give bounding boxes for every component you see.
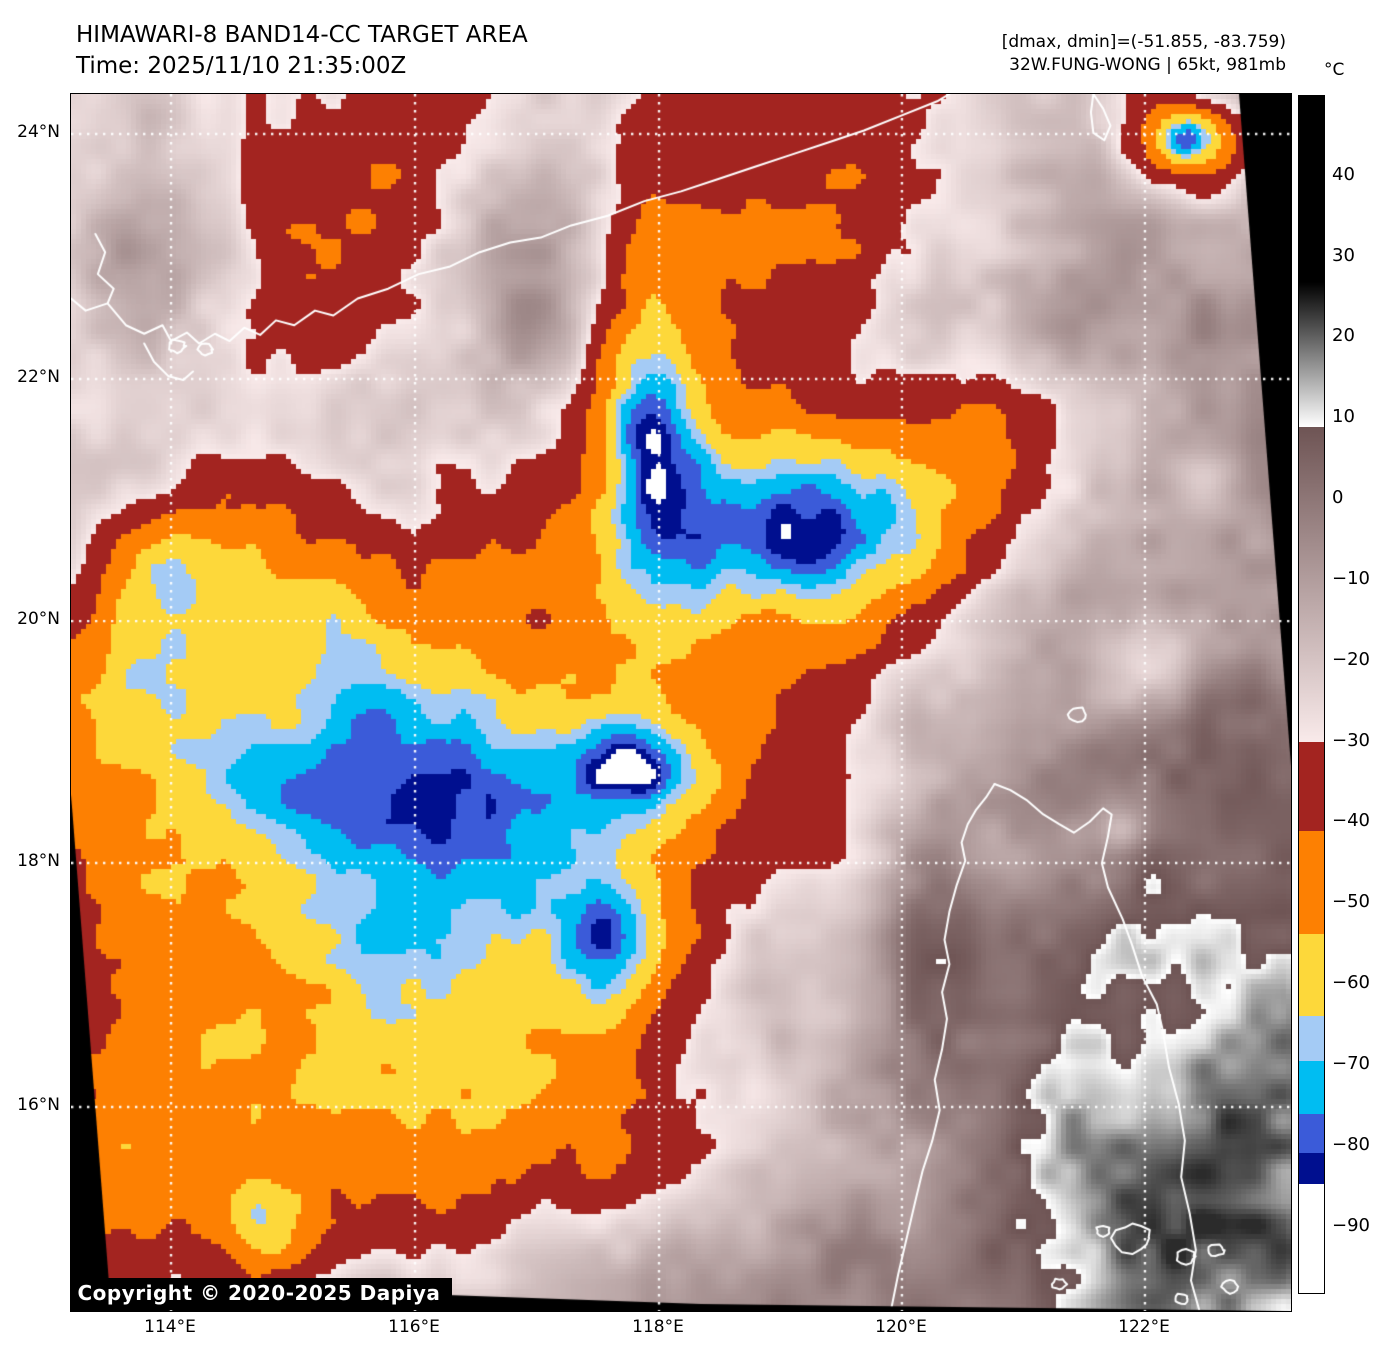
colorbar-tick-label: −60	[1332, 972, 1370, 994]
colorbar-tick-label: −10	[1332, 567, 1370, 589]
colorbar-tick-label: −90	[1332, 1214, 1370, 1236]
lon-tick-label: 114°E	[144, 1317, 196, 1337]
storm-info-readout: 32W.FUNG-WONG | 65kt, 981mb	[1009, 55, 1286, 75]
header-left: HIMAWARI-8 BAND14-CC TARGET AREA Time: 2…	[76, 20, 528, 82]
copyright-badge: Copyright © 2020-2025 Dapiya	[69, 1277, 453, 1310]
colorbar-tick-label: −40	[1332, 810, 1370, 832]
header-right: [dmax, dmin]=(-51.855, -83.759) 32W.FUNG…	[1002, 31, 1286, 77]
colorbar-tick-label: −70	[1332, 1052, 1370, 1074]
colorbar-segment	[1299, 742, 1324, 831]
colorbar-tick-label: −50	[1332, 891, 1370, 913]
colorbar	[1298, 95, 1325, 1294]
lat-tick-label: 18°N	[17, 851, 60, 871]
colorbar-tick-label: 30	[1332, 244, 1355, 266]
colorbar-segment	[1299, 1152, 1324, 1184]
map-frame: Copyright © 2020-2025 Dapiya	[69, 93, 1292, 1312]
colorbar-segment	[1299, 1113, 1324, 1153]
colorbar-segment	[1299, 933, 1324, 1016]
lon-tick-label: 120°E	[875, 1317, 927, 1337]
satellite-imagery-canvas	[71, 94, 1291, 1311]
colorbar-segment	[1299, 96, 1324, 282]
colorbar-tick-label: −80	[1332, 1133, 1370, 1155]
lon-tick-label: 122°E	[1118, 1317, 1170, 1337]
lon-tick-label: 116°E	[388, 1317, 440, 1337]
colorbar-segment	[1299, 282, 1324, 428]
colorbar-tick-label: 0	[1332, 487, 1344, 509]
colorbar-tick-label: 10	[1332, 406, 1355, 428]
colorbar-tick-label: 20	[1332, 325, 1355, 347]
colorbar-segment	[1299, 830, 1324, 934]
lat-tick-label: 24°N	[17, 122, 60, 142]
colorbar-segment	[1299, 427, 1324, 743]
lat-tick-label: 22°N	[17, 367, 60, 387]
dmax-dmin-readout: [dmax, dmin]=(-51.855, -83.759)	[1001, 32, 1286, 52]
colorbar-segment	[1299, 1015, 1324, 1061]
colorbar-unit-label: °C	[1324, 60, 1345, 80]
lat-tick-label: 16°N	[17, 1095, 60, 1115]
colorbar-tick-label: 40	[1332, 163, 1355, 185]
colorbar-segment	[1299, 1183, 1324, 1293]
product-title: HIMAWARI-8 BAND14-CC TARGET AREA	[76, 22, 528, 48]
colorbar-segment	[1299, 1060, 1324, 1114]
colorbar-tick-label: −30	[1332, 729, 1370, 751]
colorbar-tick-label: −20	[1332, 648, 1370, 670]
lat-tick-label: 20°N	[17, 609, 60, 629]
lon-tick-label: 118°E	[632, 1317, 684, 1337]
product-timestamp: Time: 2025/11/10 21:35:00Z	[76, 53, 407, 79]
